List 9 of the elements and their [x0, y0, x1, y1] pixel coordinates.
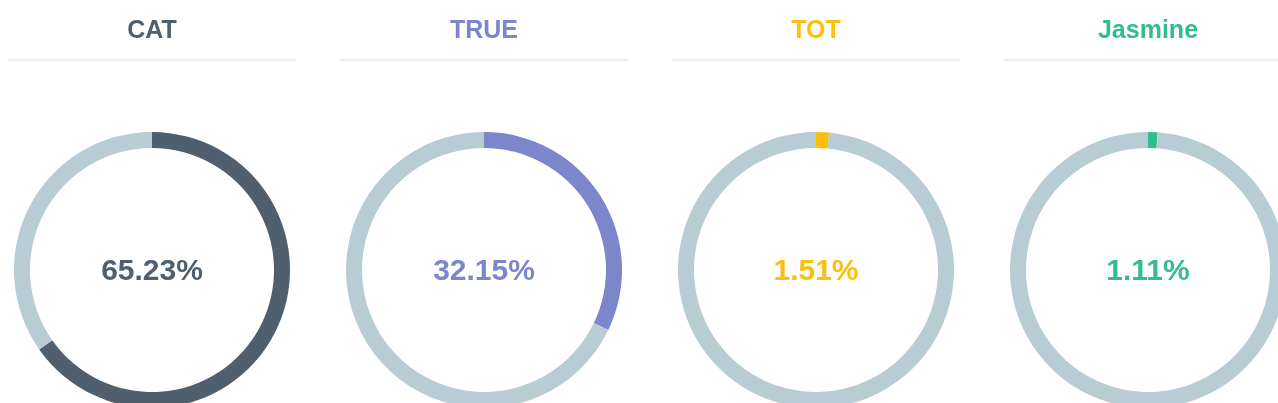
chart-title: TRUE [449, 15, 519, 43]
chart-title: TOT [791, 15, 841, 43]
chart-title: Jasmine [1097, 15, 1199, 43]
text: 1.51% [773, 253, 859, 286]
text: 1.11% [1106, 253, 1190, 286]
text: 65.23% [101, 253, 203, 286]
donut-slice [1148, 132, 1158, 149]
text: 32.15% [433, 253, 535, 286]
chart-title: CAT [127, 15, 177, 43]
